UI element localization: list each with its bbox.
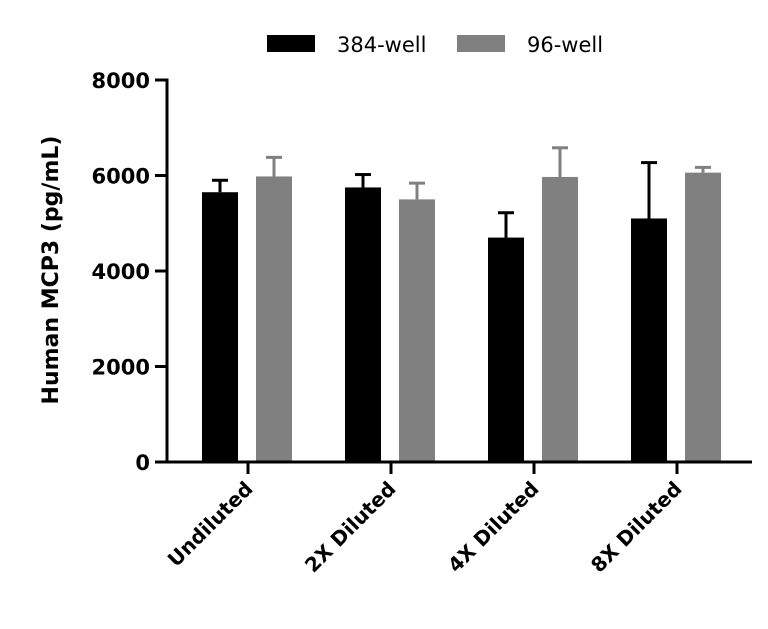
x-tick-label-8x-diluted: 8X Diluted: [586, 477, 687, 578]
bar-384-well-undiluted: [202, 192, 238, 462]
y-tick-label-2000: 2000: [92, 356, 150, 380]
legend: 384-well 96-well: [267, 33, 603, 57]
bar-96-well-8x-diluted: [685, 172, 721, 462]
bar-96-well-4x-diluted: [542, 176, 578, 462]
bar-96-well-2x-diluted: [399, 199, 435, 462]
bar-384-well-8x-diluted: [631, 218, 667, 462]
y-tick-label-6000: 6000: [92, 165, 150, 189]
y-tick-label-4000: 4000: [92, 260, 150, 284]
x-tick-label-4x-diluted: 4X Diluted: [443, 477, 544, 578]
x-axis: Undiluted 2X Diluted 4X Diluted 8X Diluted: [163, 460, 752, 578]
y-axis-title-group: Human MCP3 (pg/mL): [39, 136, 64, 405]
legend-swatch-96-well: [457, 35, 505, 52]
legend-label-96-well: 96-well: [527, 33, 603, 57]
bar-384-well-4x-diluted: [488, 237, 524, 462]
y-tick-label-0: 0: [135, 451, 150, 475]
bar-96-well-undiluted: [256, 176, 292, 462]
x-tick-label-undiluted: Undiluted: [163, 477, 258, 572]
y-axis-title: Human MCP3 (pg/mL): [39, 136, 64, 405]
bars: [202, 146, 721, 462]
bar-384-well-2x-diluted: [345, 187, 381, 462]
y-tick-label-8000: 8000: [92, 69, 150, 93]
y-axis: 0 2000 4000 6000 8000: [92, 69, 169, 475]
x-tick-label-2x-diluted: 2X Diluted: [300, 477, 401, 578]
legend-swatch-384-well: [267, 35, 315, 52]
legend-label-384-well: 384-well: [337, 33, 426, 57]
